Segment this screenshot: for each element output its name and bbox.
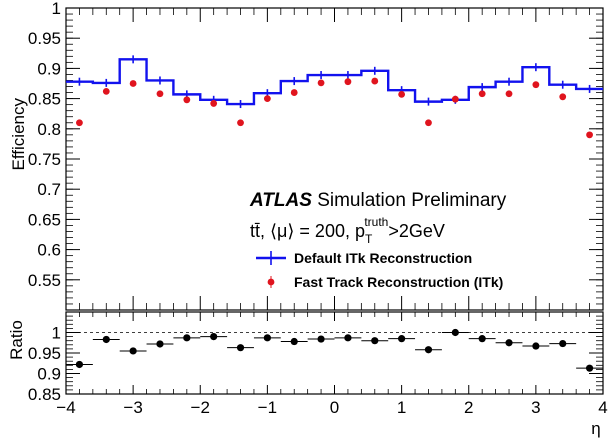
fast-track-point (76, 119, 83, 127)
ratio-point (290, 337, 298, 346)
main-y-tick-label: 0.95 (28, 29, 61, 48)
fast-track-point (371, 77, 379, 85)
ratio-point (263, 334, 271, 342)
fast-track-point (478, 90, 486, 98)
ratio-y-axis-title: Ratio (7, 320, 26, 360)
fast-track-point (129, 80, 137, 87)
main-y-tick-label: 0.75 (28, 150, 61, 169)
ratio-point (478, 335, 486, 343)
ratio-point (585, 364, 594, 372)
fast-track-points-series (76, 77, 593, 139)
x-tick-label: −1 (258, 398, 277, 417)
x-tick-label: 0 (330, 398, 339, 417)
x-tick-label: 4 (598, 398, 607, 417)
fast-track-point (317, 79, 325, 87)
fast-track-point (156, 90, 164, 98)
legend-fast-track-label: Fast Track Reconstruction (ITk) (294, 274, 503, 290)
x-tick-label: −2 (191, 398, 210, 417)
ratio-y-axis: 0.850.9 0.951 (28, 315, 603, 404)
simulation-preliminary-text: Simulation Preliminary (312, 190, 507, 211)
ratio-point (102, 335, 110, 344)
fast-track-point (263, 95, 271, 102)
main-y-tick-label: 0.9 (37, 59, 61, 78)
legend-default-itk-label: Default ITk Reconstruction (294, 250, 472, 266)
main-y-axis: 0.55 0.6 0.65 0.7 0.75 0.8 0.85 0.9 0.95 1 (28, 0, 603, 305)
x-tick-label: −3 (123, 398, 142, 417)
ratio-point (156, 340, 164, 348)
fast-track-point (532, 81, 540, 89)
ratio-point (344, 334, 352, 342)
ratio-point (75, 360, 84, 369)
main-y-tick-label: 0.65 (28, 210, 61, 229)
ratio-point (505, 339, 513, 347)
ratio-y-tick-label: 1 (52, 324, 61, 343)
x-axis-title: η (591, 419, 600, 438)
ratio-point (398, 335, 406, 343)
fast-track-point (344, 78, 352, 86)
ratio-point (129, 347, 137, 355)
default-itk-step-series (66, 55, 603, 109)
x-tick-label: −4 (56, 398, 75, 417)
process-label: tt̄, ⟨μ⟩ = 200, pTtruth>2GeV (250, 215, 445, 246)
ratio-point (451, 328, 459, 337)
main-y-tick-label: 0.7 (37, 180, 61, 199)
fast-track-point (505, 90, 513, 98)
x-tick-label: 3 (531, 398, 540, 417)
default-itk-step-line (66, 58, 603, 106)
ratio-point (183, 334, 191, 342)
fast-track-point (102, 87, 110, 95)
p-cut-text: >2GeV (388, 221, 445, 241)
fast-track-point (210, 100, 218, 107)
main-y-tick-label: 0.85 (28, 90, 61, 109)
ratio-y-tick-label: 0.9 (37, 365, 61, 384)
x-tick-label: 1 (397, 398, 406, 417)
ratio-y-tick-label: 0.95 (28, 344, 61, 363)
p-superscript: truth (364, 215, 388, 229)
main-y-axis-title: Efficiency (9, 98, 28, 171)
fast-track-point (183, 96, 191, 104)
fast-track-point (425, 119, 432, 127)
process-text: tt̄, ⟨μ⟩ = 200, p (250, 221, 365, 241)
ratio-panel-frame (65, 311, 604, 395)
ratio-point (532, 342, 540, 350)
ratio-point (371, 337, 379, 345)
fast-track-point (586, 131, 593, 139)
main-y-tick-label: 0.8 (37, 120, 61, 139)
fast-track-point (451, 95, 459, 103)
p-subscript: T (365, 232, 373, 246)
legend: Default ITk Reconstruction Fast Track Re… (256, 250, 503, 290)
x-axis: −4 −3 −2 −1 0 1 2 3 4 (56, 8, 608, 417)
ratio-point (236, 344, 245, 352)
main-y-tick-label: 0.6 (37, 241, 61, 260)
fast-track-point (237, 119, 244, 127)
ratio-point (317, 335, 325, 343)
atlas-label: ATLAS Simulation Preliminary (249, 190, 507, 211)
ratio-point (559, 339, 567, 348)
x-tick-label: 2 (464, 398, 473, 417)
fast-track-point (290, 89, 298, 96)
main-y-tick-label: 1 (52, 0, 61, 18)
fast-track-point (398, 90, 406, 98)
ratio-point (424, 346, 433, 354)
ratio-point (210, 333, 218, 341)
ratio-points-series (66, 328, 603, 372)
atlas-logo-text: ATLAS (249, 190, 312, 211)
fast-track-point (559, 93, 567, 101)
ratio-y-tick-label: 0.85 (28, 385, 61, 404)
main-y-tick-label: 0.55 (28, 271, 61, 290)
